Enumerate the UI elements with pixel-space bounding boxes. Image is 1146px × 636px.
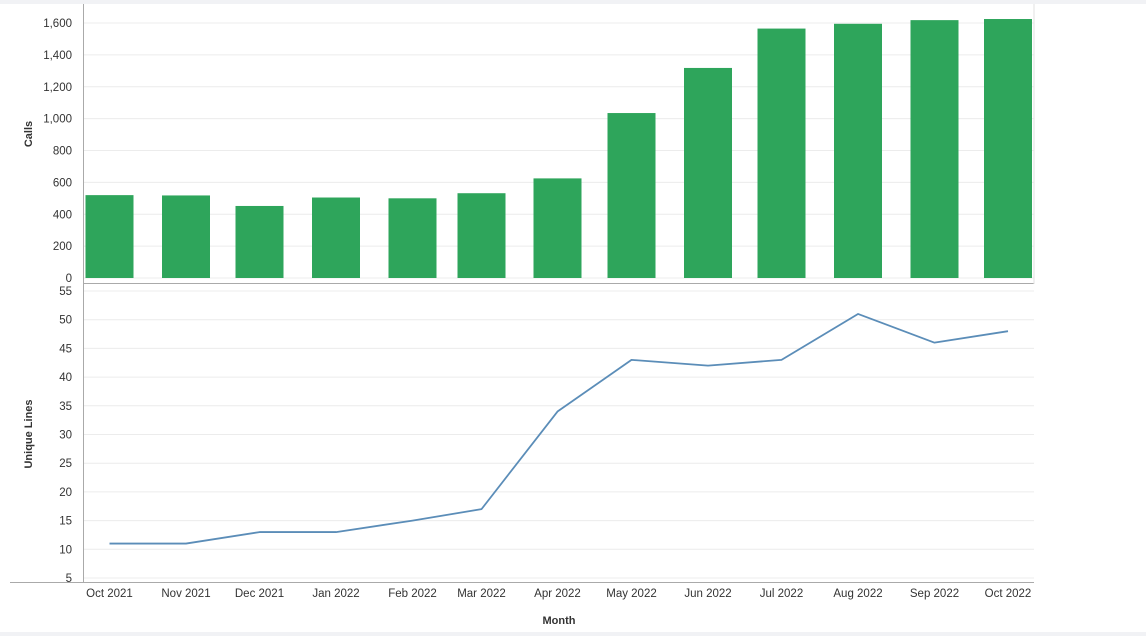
calls-axis-title: Calls bbox=[23, 121, 35, 147]
month-tick-label: Jul 2022 bbox=[760, 588, 803, 600]
unique-lines-series bbox=[109, 313, 1009, 545]
unique-lines-y-tick-label: 55 bbox=[59, 286, 72, 298]
calls-y-tick-label: 600 bbox=[53, 177, 72, 189]
calls-bar bbox=[235, 205, 284, 278]
month-tick-label: Feb 2022 bbox=[388, 588, 437, 600]
unique-lines-y-tick-label: 35 bbox=[59, 401, 72, 413]
month-axis-title: Month bbox=[543, 615, 576, 627]
chart-panel: 0 200 400 600 800 1,000 1,200 1,400 1,600 5 10 15 20… bbox=[0, 4, 1146, 632]
calls-bar bbox=[607, 113, 656, 278]
unique-lines-y-tick-label: 30 bbox=[59, 430, 72, 442]
axes bbox=[10, 4, 1035, 583]
unique-lines-line bbox=[109, 313, 1009, 545]
calls-y-tick-label: 1,200 bbox=[43, 82, 72, 94]
month-tick-label: Oct 2022 bbox=[985, 588, 1032, 600]
calls-bar bbox=[984, 19, 1032, 278]
month-tick-label: Mar 2022 bbox=[457, 588, 506, 600]
calls-y-tick-label: 1,000 bbox=[43, 114, 72, 126]
calls-bar bbox=[162, 195, 210, 278]
unique-lines-y-tick-label: 40 bbox=[59, 372, 72, 384]
unique-lines-y-tick-label: 25 bbox=[59, 458, 72, 470]
month-tick-label: Aug 2022 bbox=[833, 588, 882, 600]
month-tick-label: Apr 2022 bbox=[534, 588, 581, 600]
calls-bar bbox=[684, 67, 732, 278]
calls-bar bbox=[910, 20, 959, 278]
month-tick-label: Sep 2022 bbox=[910, 588, 959, 600]
calls-bar bbox=[388, 198, 437, 278]
tick-labels: 0 200 400 600 800 1,000 1,200 1,400 1,600 5 10 15 20… bbox=[43, 18, 1031, 600]
combined-chart: 0 200 400 600 800 1,000 1,200 1,400 1,600 5 10 15 20… bbox=[10, 4, 1035, 627]
unique-lines-y-tick-label: 45 bbox=[59, 343, 72, 355]
calls-y-tick-label: 200 bbox=[53, 241, 72, 253]
calls-y-tick-label: 1,400 bbox=[43, 50, 72, 62]
month-tick-label: Jun 2022 bbox=[684, 588, 731, 600]
month-tick-label: Dec 2021 bbox=[235, 588, 284, 600]
unique-lines-y-tick-label: 20 bbox=[59, 487, 72, 499]
unique-lines-axis-title: Unique Lines bbox=[23, 399, 35, 468]
calls-bars bbox=[85, 19, 1032, 278]
calls-y-tick-label: 1,600 bbox=[43, 18, 72, 30]
calls-bar bbox=[85, 195, 134, 278]
unique-lines-y-tick-label: 15 bbox=[59, 516, 72, 528]
calls-bar bbox=[834, 23, 882, 278]
calls-y-tick-label: 400 bbox=[53, 209, 72, 221]
month-tick-label: Oct 2021 bbox=[86, 588, 133, 600]
calls-bar bbox=[757, 28, 806, 278]
unique-lines-y-tick-label: 50 bbox=[59, 315, 72, 327]
unique-lines-y-tick-label: 5 bbox=[66, 573, 72, 585]
month-tick-label: Nov 2021 bbox=[161, 588, 210, 600]
calls-bar bbox=[312, 197, 360, 278]
month-tick-label: May 2022 bbox=[606, 588, 657, 600]
gridlines bbox=[84, 22, 1034, 579]
calls-bar bbox=[457, 193, 506, 278]
calls-y-tick-label: 0 bbox=[66, 273, 72, 285]
calls-bar bbox=[533, 178, 582, 278]
unique-lines-y-tick-label: 10 bbox=[59, 544, 72, 556]
calls-y-tick-label: 800 bbox=[53, 146, 72, 158]
month-tick-label: Jan 2022 bbox=[312, 588, 359, 600]
